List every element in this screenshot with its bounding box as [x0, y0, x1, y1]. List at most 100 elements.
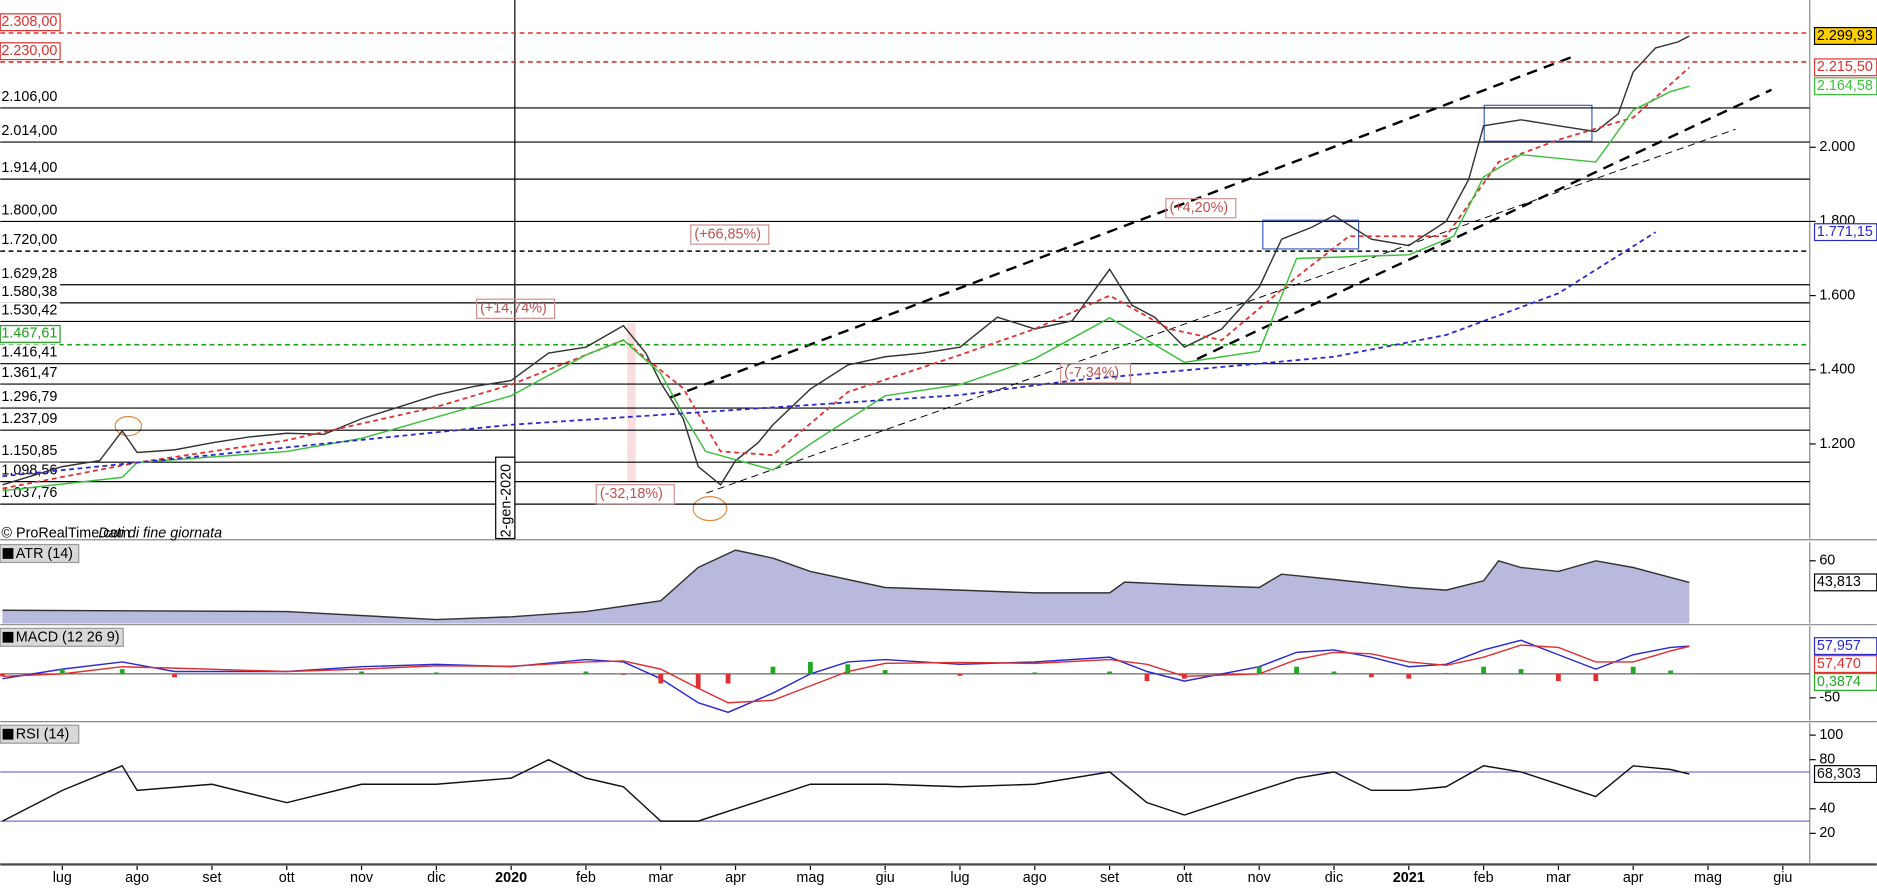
- series-line: [2, 231, 1657, 478]
- marker-circle: [114, 415, 143, 437]
- histogram-bar: [433, 672, 439, 674]
- histogram-bar: [0, 673, 5, 677]
- histogram-bar: [1593, 673, 1599, 682]
- y-tick-label: 1.400: [1819, 362, 1855, 378]
- annotation-box: [690, 224, 770, 245]
- histogram-bar: [1107, 671, 1112, 674]
- series-line: [2, 644, 1690, 704]
- level-label: 1.296,79: [1, 389, 57, 405]
- series-line: [2, 758, 1690, 822]
- x-tick-label: set: [202, 870, 221, 886]
- last-value-label: 2.299,93: [1817, 28, 1873, 44]
- level-label-bg: [0, 88, 61, 106]
- level-label: 2.230,00: [1, 43, 57, 59]
- annotation-box: [1059, 363, 1132, 384]
- x-tick-label: apr: [725, 870, 746, 886]
- histogram-bar: [957, 673, 963, 676]
- histogram-bar: [1294, 666, 1299, 674]
- histogram-bar: [1256, 666, 1262, 674]
- date-label-bg: [495, 456, 516, 540]
- histogram-bar: [59, 669, 65, 674]
- trend-line: [706, 128, 1736, 494]
- y-tick-label: 20: [1819, 825, 1835, 841]
- panel-title-swatch: [2, 548, 14, 559]
- area-fill: [2, 550, 1690, 624]
- histogram-bar: [1443, 672, 1449, 674]
- annotation: (+4,20%): [1169, 200, 1228, 216]
- level-label-bg: [0, 202, 61, 220]
- level-label-bg: [0, 283, 61, 301]
- panel-title-swatch: [2, 728, 14, 740]
- series-line: [2, 85, 1690, 492]
- level-label: 1.800,00: [1, 202, 57, 218]
- histogram-bar: [1369, 673, 1374, 678]
- x-tick-label: ago: [1023, 870, 1047, 886]
- histogram-bar: [359, 671, 364, 674]
- level-label-bg: [0, 364, 61, 382]
- series-line: [2, 639, 1690, 714]
- x-tick-label: giu: [876, 870, 895, 886]
- level-label-bg: [0, 122, 61, 140]
- last-value-label: 2.164,58: [1817, 78, 1873, 94]
- histogram-bar: [1032, 672, 1038, 674]
- histogram-bar: [620, 673, 626, 675]
- panel-title: RSI (14): [16, 727, 69, 743]
- x-tick-label: ago: [125, 870, 149, 886]
- level-label-bg: [0, 302, 61, 320]
- source: © ProRealTime.com: [1, 526, 130, 542]
- histogram-bar: [172, 673, 177, 678]
- x-tick-label: dic: [427, 870, 445, 886]
- last-value-label: 57,957: [1817, 638, 1861, 654]
- level-label-bg: [0, 324, 61, 343]
- range-box: [1262, 219, 1360, 250]
- histogram-bar: [119, 669, 125, 674]
- level-label: 1.720,00: [1, 232, 57, 248]
- y-tick-label: 2.000: [1819, 139, 1855, 155]
- x-tick-label: lug: [950, 870, 969, 886]
- series-line: [2, 66, 1690, 490]
- x-tick-label: feb: [576, 870, 596, 886]
- level-label-bg: [0, 388, 61, 406]
- date-label: 2-gen-2020: [498, 464, 514, 537]
- histogram-bar: [1630, 666, 1636, 674]
- level-label-bg: [0, 13, 61, 32]
- annotation-box: [1165, 198, 1237, 219]
- panel-title-bg: [0, 724, 80, 744]
- level-label-bg: [0, 159, 61, 177]
- y-tick-label: 100: [1819, 727, 1843, 743]
- panel-title-swatch: [2, 631, 14, 643]
- histogram-bar: [882, 670, 888, 674]
- x-tick-label: nov: [350, 870, 374, 886]
- x-tick-label: mag: [796, 870, 824, 886]
- annotation-box: [475, 298, 556, 319]
- level-label-bg: [0, 42, 61, 61]
- annotation: (+14,74%): [480, 301, 547, 317]
- panel-title-bg: [0, 543, 80, 564]
- range-box: [1483, 104, 1593, 142]
- last-value-label: 0,3874: [1817, 674, 1861, 690]
- histogram-bar: [1556, 673, 1561, 682]
- x-tick-label: mar: [648, 870, 673, 886]
- series-line: [2, 549, 1690, 621]
- level-label: 2.106,00: [1, 89, 57, 105]
- histogram-bar: [770, 666, 776, 674]
- source-note: Dati di fine giornata: [98, 526, 222, 542]
- histogram-bar: [695, 673, 701, 689]
- level-label-bg: [0, 411, 61, 428]
- x-tick-label: lug: [53, 870, 72, 886]
- histogram-bar: [1181, 673, 1187, 679]
- level-label: 1.629,28: [1, 266, 57, 282]
- trend-lines: [114, 55, 1772, 522]
- histogram-bar: [583, 671, 589, 674]
- x-tick-label: dic: [1325, 870, 1343, 886]
- last-value-label: 57,470: [1817, 656, 1861, 672]
- level-label-bg: [0, 265, 61, 283]
- level-label: 1.530,42: [1, 302, 57, 318]
- histogram-bar: [845, 664, 851, 674]
- level-label: 1.150,85: [1, 443, 57, 459]
- annotation: (-32,18%): [600, 486, 663, 502]
- x-tick-label: set: [1100, 870, 1119, 886]
- level-label: 1.467,61: [1, 326, 57, 342]
- histogram-bar: [1518, 669, 1524, 674]
- level-label: 2.308,00: [1, 14, 57, 30]
